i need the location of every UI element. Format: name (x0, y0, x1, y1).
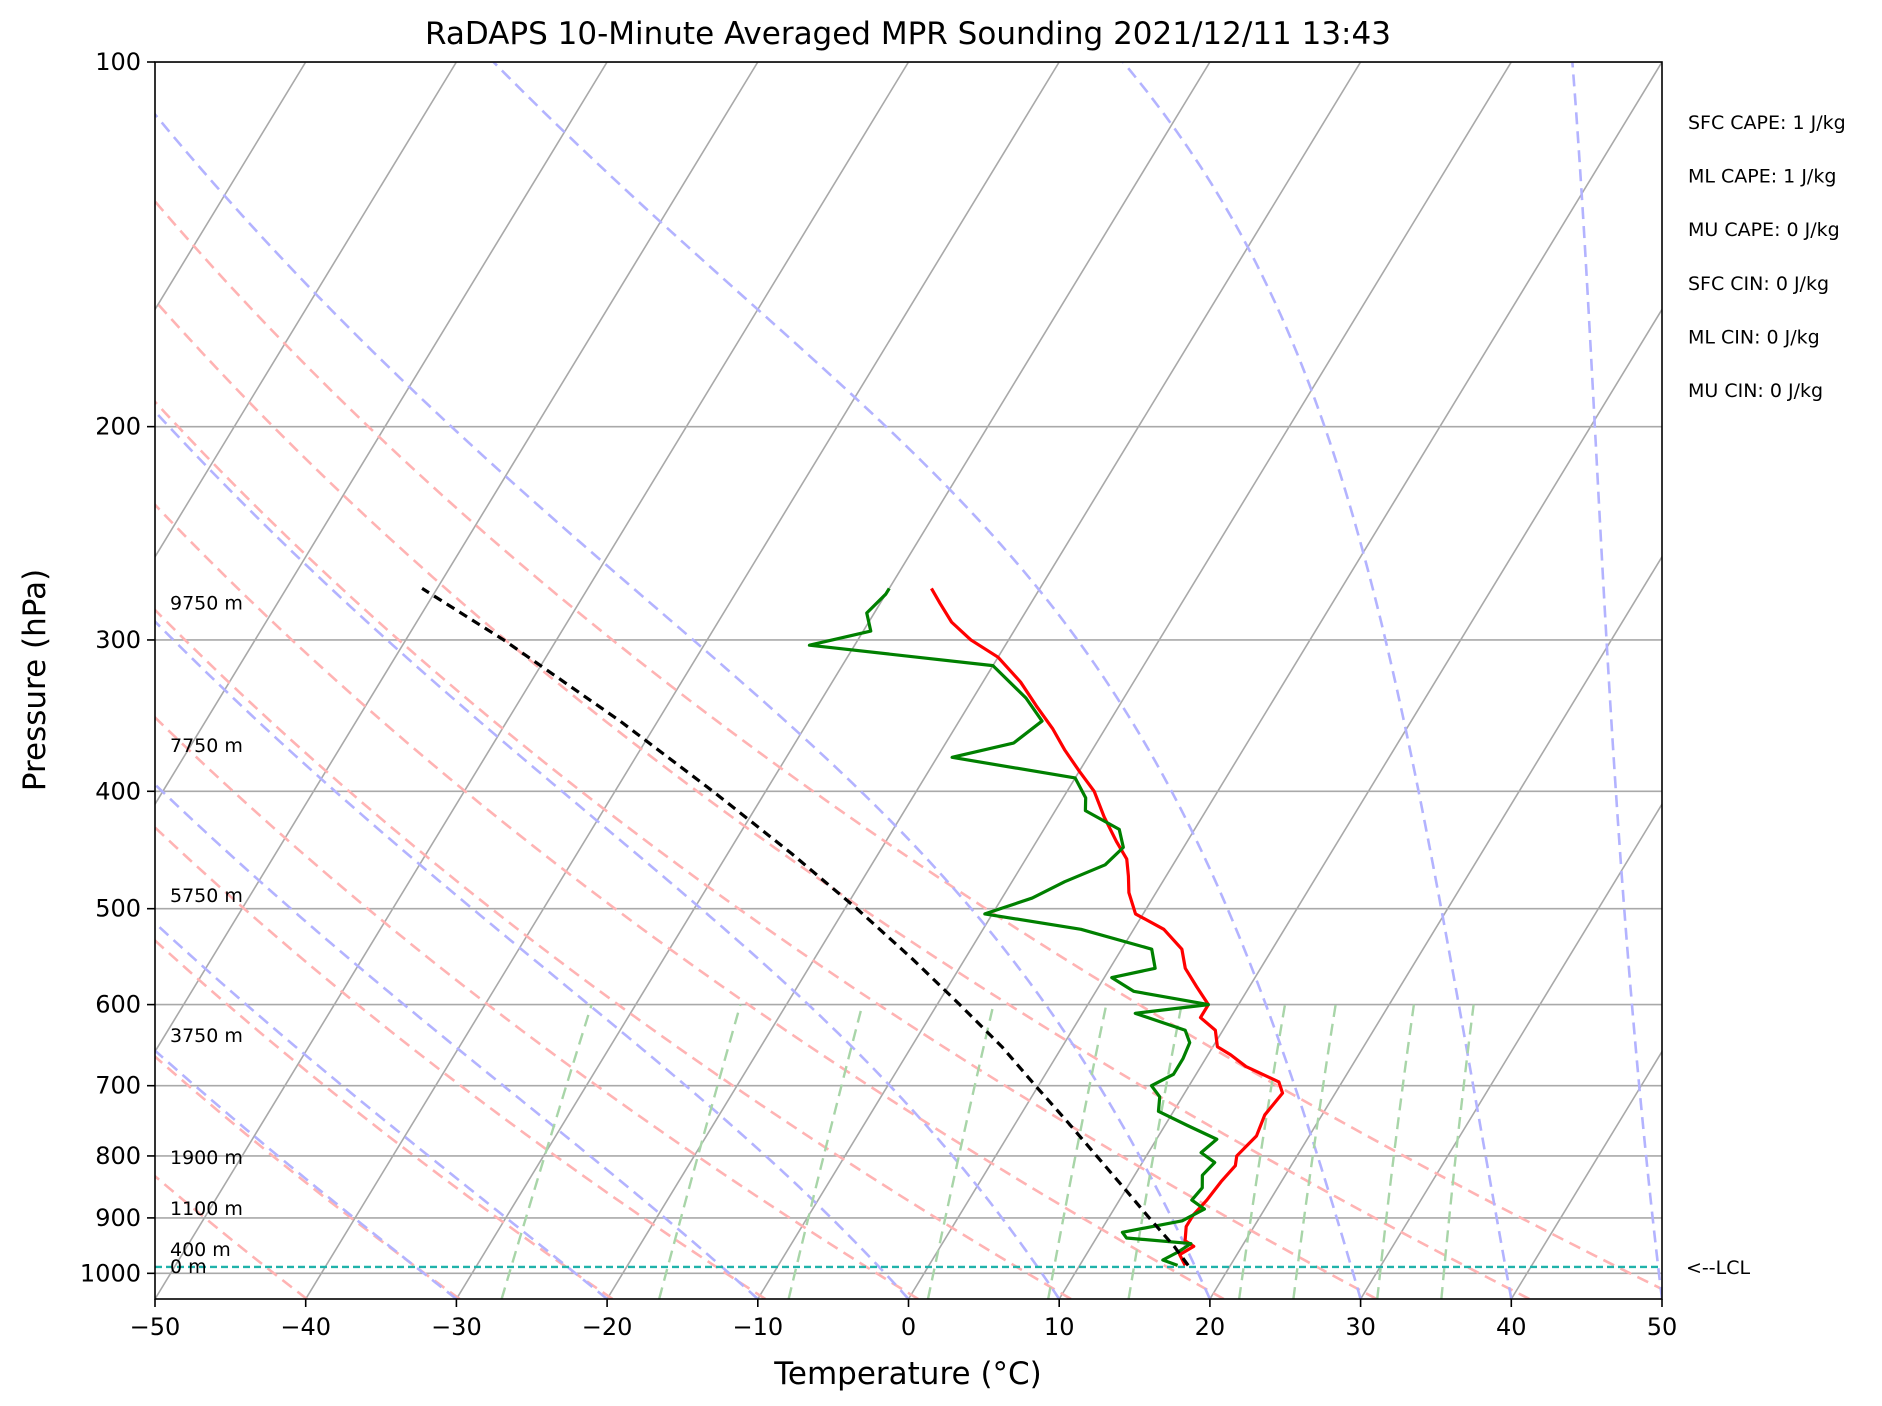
y-tick-label: 200 (95, 413, 141, 441)
mixing-ratio-line (500, 1004, 593, 1299)
isotherm-line (757, 62, 1512, 1299)
moist-adiabat-line (155, 782, 759, 1299)
y-tick-label: 400 (95, 777, 141, 805)
dry-adiabat-line (155, 608, 1072, 1299)
ml-cin-label: ML CIN: 0 J/kg (1688, 326, 1820, 348)
height-label: 3750 m (170, 1025, 243, 1047)
mixing-ratio-line (1127, 1004, 1183, 1299)
x-tick-label: −10 (732, 1313, 783, 1341)
isotherm-line (1209, 555, 1662, 1299)
isotherm-line (1058, 307, 1662, 1299)
dry-adiabat-line (155, 1054, 461, 1299)
mixing-ratio-line (1440, 1004, 1475, 1299)
dry-adiabat-line (155, 199, 1662, 1291)
x-tick-label: 50 (1647, 1313, 1678, 1341)
y-tick-label: 600 (95, 991, 141, 1019)
mu-cape-label: MU CAPE: 0 J/kg (1688, 219, 1840, 241)
moist-adiabat-line (155, 409, 1061, 1299)
x-tick-label: 0 (901, 1313, 916, 1341)
height-label: 9750 m (170, 593, 243, 615)
dry-adiabat-line (155, 825, 767, 1299)
x-tick-label: −30 (431, 1313, 482, 1341)
dry-adiabat-line (155, 502, 1225, 1299)
isotherm-line (155, 62, 458, 559)
moist-adiabat-line (1121, 62, 1513, 1299)
y-tick-label: 500 (95, 895, 141, 923)
dry-adiabat-line (0, 62, 1, 1299)
mixing-ratio-line (787, 1004, 864, 1299)
x-tick-label: −40 (280, 1313, 331, 1341)
height-label: 5750 m (170, 885, 243, 907)
parcel-line (421, 587, 1190, 1267)
y-tick-label: 700 (95, 1072, 141, 1100)
isotherm-line (155, 62, 608, 806)
height-label: 400 m (170, 1239, 231, 1261)
x-tick-label: 30 (1345, 1313, 1376, 1341)
moist-adiabat-line (1571, 62, 1662, 1299)
isotherm-line (606, 62, 1362, 1299)
mixing-ratio-line (1237, 1004, 1287, 1299)
isotherm-line (155, 62, 307, 311)
temperature-line (930, 587, 1285, 1267)
dry-adiabat-line (155, 938, 614, 1299)
x-tick-label: 10 (1044, 1313, 1075, 1341)
data-lines (155, 587, 1662, 1269)
background-lines (0, 62, 1662, 1299)
moist-adiabat-line (491, 62, 1362, 1299)
y-axis-title: Pressure (hPa) (17, 569, 53, 791)
dewpoint-line (807, 587, 1219, 1267)
y-tick-label: 300 (95, 626, 141, 654)
moist-adiabat-line (155, 619, 910, 1299)
mixing-ratio-line (926, 1004, 995, 1299)
lcl-label: <--LCL (1686, 1257, 1750, 1279)
x-tick-label: −50 (130, 1313, 181, 1341)
x-tick-label: 40 (1496, 1313, 1527, 1341)
height-label: 1900 m (170, 1147, 243, 1169)
sfc-cin-label: SFC CIN: 0 J/kg (1688, 273, 1829, 295)
y-tick-label: 900 (95, 1204, 141, 1232)
chart-title: RaDAPS 10-Minute Averaged MPR Sounding 2… (425, 16, 1391, 52)
isotherm-line (155, 62, 759, 1054)
isotherm-line (907, 62, 1662, 1299)
y-tick-label: 100 (95, 48, 141, 76)
isotherm-line (1510, 1050, 1662, 1299)
x-tick-label: −20 (582, 1313, 633, 1341)
height-label: 7750 m (170, 735, 243, 757)
height-label: 0 m (170, 1256, 207, 1278)
y-tick-label: 800 (95, 1142, 141, 1170)
ml-cape-label: ML CAPE: 1 J/kg (1688, 166, 1836, 188)
isotherm-line (1661, 1297, 1662, 1299)
mu-cin-label: MU CIN: 0 J/kg (1688, 380, 1823, 402)
isotherm-line (0, 62, 4, 1299)
mixing-ratio-line (1047, 1004, 1108, 1299)
isotherm-line (155, 62, 910, 1299)
x-axis-title: Temperature (°C) (773, 1356, 1042, 1392)
sfc-cape-label: SFC CAPE: 1 J/kg (1688, 112, 1846, 134)
y-tick-label: 1000 (80, 1259, 141, 1287)
x-tick-label: 20 (1195, 1313, 1226, 1341)
moist-adiabat-line (155, 1048, 458, 1299)
mixing-ratio-line (1292, 1004, 1337, 1299)
dry-adiabat-line (155, 298, 1531, 1299)
moist-adiabat-line (155, 112, 1212, 1299)
dry-adiabat-line (155, 715, 919, 1299)
isotherm-line (1359, 802, 1662, 1299)
height-label: 1100 m (170, 1198, 243, 1220)
mixing-ratio-line (1376, 1004, 1416, 1299)
isotherm-line (305, 62, 1060, 1299)
isotherm-line (455, 62, 1211, 1299)
mixing-ratio-line (657, 1004, 742, 1299)
moist-adiabat-line (155, 921, 608, 1299)
